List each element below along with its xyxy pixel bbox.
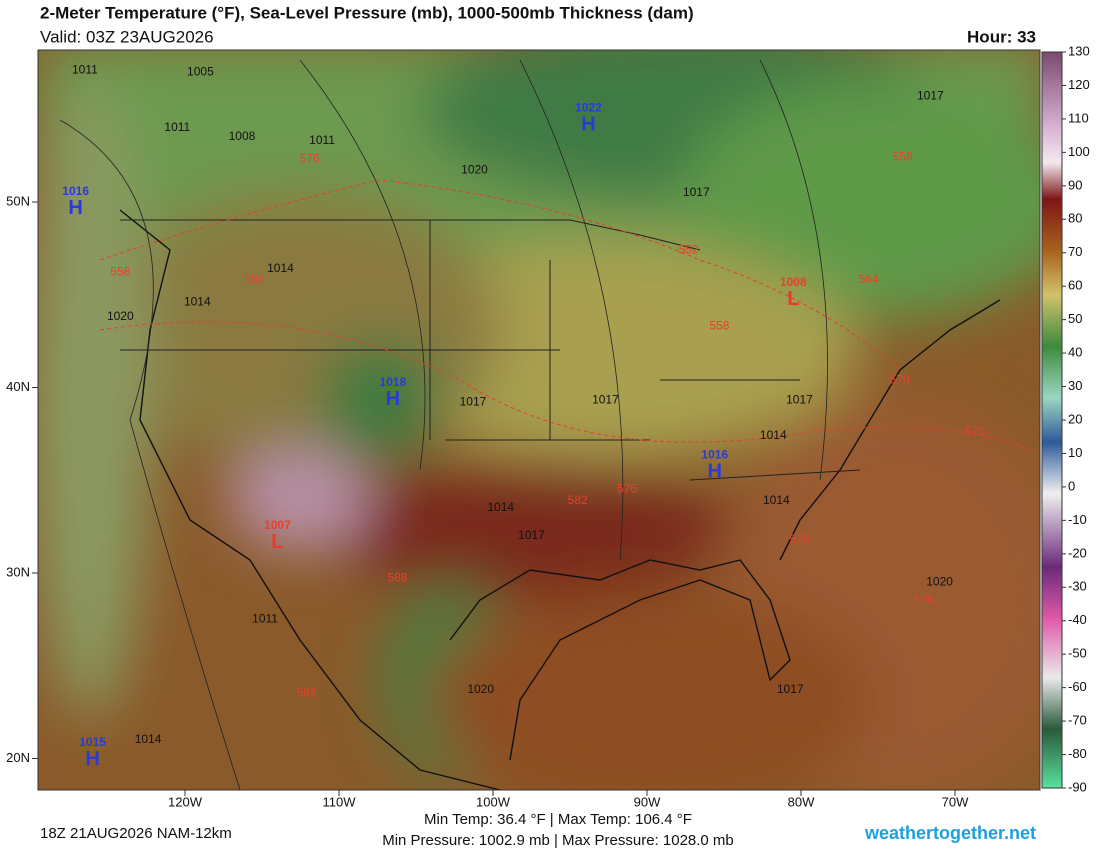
pressure-center-symbol: L	[271, 531, 283, 553]
isobar-label: 1017	[777, 682, 804, 696]
isobar-label: 1020	[926, 574, 953, 588]
colorbar-tick-label: 50	[1068, 311, 1082, 326]
isobar-label: 1011	[309, 133, 335, 147]
valid-time: Valid: 03Z 23AUG2026	[40, 27, 214, 46]
isobar-label: 1020	[461, 163, 488, 177]
colorbar-tick-label: -60	[1068, 679, 1087, 694]
isobar-label: 1014	[760, 428, 787, 442]
y-tick-label: 20N	[6, 750, 30, 765]
title: 2-Meter Temperature (°F), Sea-Level Pres…	[40, 3, 694, 22]
y-tick-label: 40N	[6, 379, 30, 394]
x-tick-label: 110W	[323, 794, 357, 809]
thickness-label: 582	[568, 493, 588, 507]
isobar-label: 1017	[917, 88, 944, 102]
isobar-label: 1020	[467, 682, 494, 696]
pressure-center-value: 1015	[79, 735, 106, 749]
colorbar-tick-label: 20	[1068, 411, 1082, 426]
pressure-center-value: 1022	[575, 100, 602, 114]
pressure-center-symbol: H	[708, 460, 722, 482]
colorbar-tick-label: -10	[1068, 512, 1087, 527]
thickness-label: 576	[789, 532, 809, 546]
colorbar-tick-label: 40	[1068, 345, 1082, 360]
model-run: 18Z 21AUG2026 NAM-12km	[40, 825, 232, 842]
thickness-label: 582	[244, 272, 264, 286]
isobar-label: 1011	[252, 612, 278, 626]
isobar-label: 1020	[107, 309, 134, 323]
thickness-label: 576	[617, 482, 637, 496]
colorbar-tick-label: -80	[1068, 746, 1087, 761]
isobar-label: 1017	[683, 185, 710, 199]
thickness-label: 558	[110, 265, 130, 279]
colorbar-tick-label: -70	[1068, 713, 1087, 728]
pressure-center-value: 1016	[701, 447, 728, 461]
isobar-label: 1017	[786, 393, 813, 407]
colorbar-tick-label: 120	[1068, 77, 1090, 92]
y-tick-label: 30N	[6, 564, 30, 579]
isobar-label: 1017	[518, 528, 545, 542]
isobar-label: 1017	[460, 395, 487, 409]
isobar-label: 1011	[164, 120, 190, 134]
colorbar-tick-label: 60	[1068, 278, 1082, 293]
colorbar-tick-label: 0	[1068, 478, 1075, 493]
isobar-label: 1014	[135, 732, 162, 746]
thickness-label: 582	[297, 686, 317, 700]
pressure-center-symbol: L	[787, 288, 799, 310]
colorbar-tick-label: -20	[1068, 545, 1087, 560]
thickness-label: 558	[709, 318, 729, 332]
pressure-center-value: 1018	[380, 375, 407, 389]
colorbar-tick-label: 30	[1068, 378, 1082, 393]
colorbar-tick-label: 90	[1068, 177, 1082, 192]
isobar-label: 1014	[487, 500, 514, 514]
pressure-center-value: 1008	[780, 275, 807, 289]
x-tick-label: 100W	[476, 794, 511, 809]
thickness-label: 564	[859, 272, 879, 286]
pressure-center-value: 1016	[62, 184, 89, 198]
thickness-label: 576	[300, 152, 320, 166]
colorbar-tick-label: 10	[1068, 445, 1082, 460]
site-credit: weathertogether.net	[864, 823, 1036, 843]
y-tick-label: 50N	[6, 193, 30, 208]
thickness-label: 552	[679, 242, 699, 256]
colorbar-tick-label: 80	[1068, 211, 1082, 226]
thickness-label: 558	[893, 150, 913, 164]
isobar-label: 1014	[184, 294, 211, 308]
isobar-label: 1017	[592, 393, 619, 407]
x-tick-label: 90W	[634, 794, 661, 809]
pressure-range: Min Pressure: 1002.9 mb | Max Pressure: …	[382, 832, 734, 849]
colorbar-tick-label: -90	[1068, 779, 1087, 794]
map-background	[38, 50, 1040, 790]
isobar-label: 1014	[267, 261, 294, 275]
isobar-label: 1011	[72, 62, 98, 76]
colorbar-tick-label: 70	[1068, 244, 1082, 259]
isobar-label: 1005	[187, 64, 214, 78]
forecast-hour: Hour: 33	[967, 27, 1036, 46]
colorbar	[1041, 51, 1063, 789]
colorbar-tick-label: -50	[1068, 646, 1087, 661]
map-frame	[37, 49, 1041, 791]
colorbar-tick-label: 110	[1068, 110, 1089, 125]
x-tick-label: 70W	[942, 794, 969, 809]
pressure-center-symbol: H	[581, 114, 595, 136]
isobar-label: 1014	[763, 493, 790, 507]
isobar-label: 1008	[229, 129, 256, 143]
colorbar-tick-label: 100	[1068, 144, 1090, 159]
pressure-center-symbol: H	[386, 388, 400, 410]
colorbar-tick-label: 130	[1068, 43, 1090, 58]
thickness-label: 570	[890, 372, 910, 386]
x-tick-label: 120W	[168, 794, 203, 809]
colorbar-tick-label: -30	[1068, 579, 1087, 594]
thickness-label: 576	[914, 593, 934, 607]
pressure-center-value: 1007	[264, 518, 291, 532]
colorbar-tick-label: -40	[1068, 612, 1087, 627]
x-tick-label: 80W	[788, 794, 815, 809]
thickness-label: 588	[388, 571, 408, 585]
thickness-label: 576	[965, 424, 985, 438]
temp-range: Min Temp: 36.4 °F | Max Temp: 106.4 °F	[424, 811, 692, 828]
pressure-center-symbol: H	[85, 748, 99, 770]
pressure-center-symbol: H	[68, 197, 82, 219]
